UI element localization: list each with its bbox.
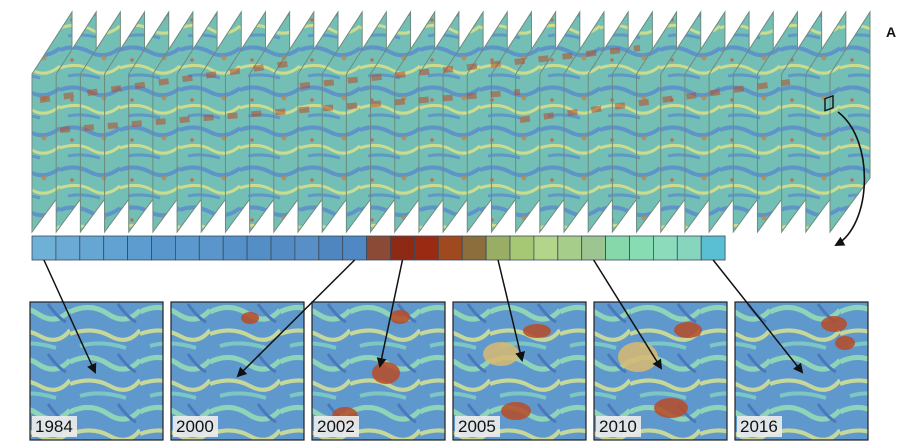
color-strip <box>31 235 726 261</box>
strip-cell <box>461 235 487 261</box>
strip-cell <box>533 235 559 261</box>
disturbance-patch <box>241 312 259 324</box>
strip-cell <box>31 235 57 261</box>
disturbance-patch <box>654 398 688 418</box>
arrow-to-2000 <box>236 259 356 378</box>
image-stack <box>31 10 871 234</box>
disturbance-streak <box>59 89 521 133</box>
strip-cell <box>342 235 368 261</box>
disturbance-patch <box>372 362 400 384</box>
year-label: 2005 <box>455 416 500 437</box>
strip-cell <box>222 235 248 261</box>
stack-frame <box>829 10 871 234</box>
disturbance-patch <box>501 402 531 420</box>
arrow-to-2005 <box>497 259 525 362</box>
disturbance-streak <box>39 59 301 103</box>
strip-to-thumbnail-arrows <box>43 259 804 378</box>
strip-cell <box>127 235 152 261</box>
strip-cell <box>55 235 81 261</box>
thumbnail-2010 <box>593 301 728 441</box>
strip-cell <box>581 235 607 261</box>
disturbance-patch <box>618 342 658 372</box>
strip-cell <box>270 235 296 261</box>
strip-cell <box>437 235 463 261</box>
strip-cell <box>605 235 630 261</box>
disturbance-patch <box>523 324 551 338</box>
strip-cell <box>294 235 320 261</box>
panel-label: A <box>886 24 897 40</box>
strip-cell <box>676 235 702 261</box>
strip-cell <box>198 235 224 261</box>
strip-cell <box>103 235 128 261</box>
strip-cell <box>246 235 272 261</box>
strip-cell <box>485 235 511 261</box>
arrow-to-2016 <box>712 259 804 374</box>
strip-cell <box>629 235 654 261</box>
strip-cell <box>174 235 200 261</box>
strip-cell <box>390 235 415 261</box>
strip-cell <box>557 235 583 261</box>
year-label: 2016 <box>737 416 782 437</box>
selected-pixel-marker <box>824 94 834 112</box>
year-label: 2002 <box>314 416 359 437</box>
disturbance-patch <box>674 322 702 338</box>
strip-cell <box>413 235 439 261</box>
strip-cell <box>366 235 391 261</box>
arrow-to-2002 <box>376 259 404 368</box>
strip-cell <box>79 235 105 261</box>
strip-cell <box>318 235 344 261</box>
disturbance-patch <box>390 310 410 324</box>
strip-cell <box>151 235 176 261</box>
year-label: 1984 <box>32 416 77 437</box>
year-label: 2010 <box>596 416 641 437</box>
disturbance-patch <box>821 316 847 332</box>
pixel-to-strip-arrow <box>834 111 866 246</box>
disturbance-streak <box>299 45 641 89</box>
arrow-to-2010 <box>593 259 663 370</box>
arrow-to-1984 <box>43 259 97 374</box>
strip-cell <box>509 235 535 261</box>
strip-cell <box>653 235 678 261</box>
strip-cell <box>700 235 726 261</box>
disturbance-patch <box>835 336 855 350</box>
disturbance-patch <box>483 342 519 366</box>
year-label: 2000 <box>173 416 218 437</box>
